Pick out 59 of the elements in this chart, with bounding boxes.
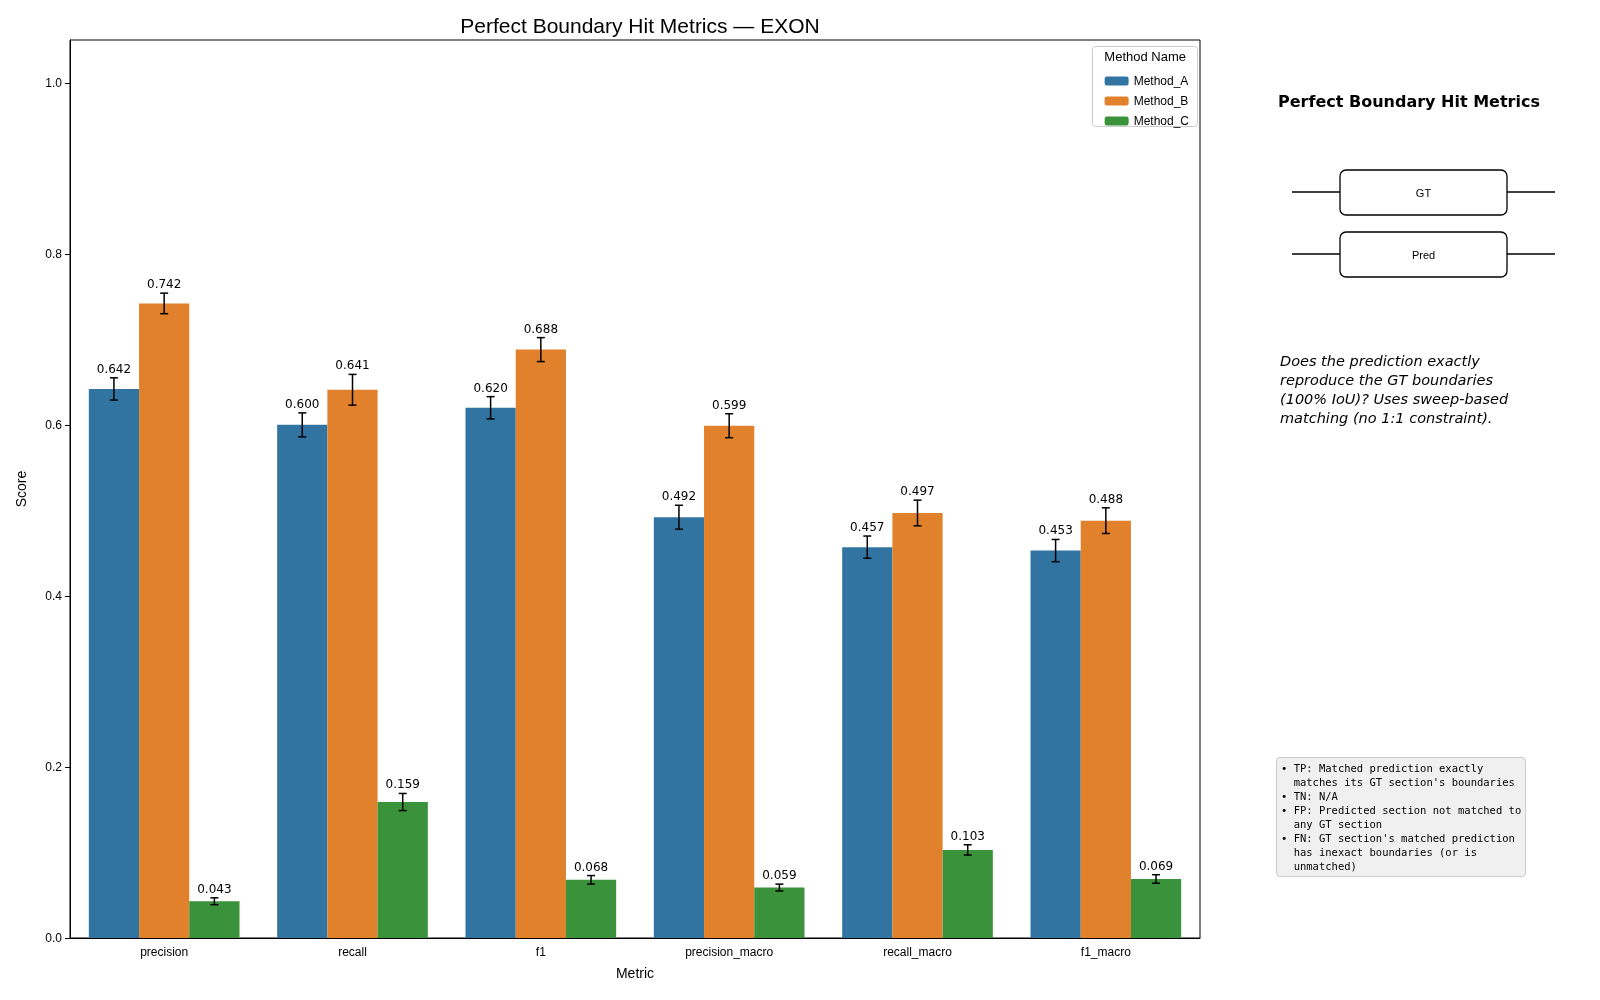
chart-title: Perfect Boundary Hit Metrics — EXON xyxy=(460,14,820,37)
data-label: 0.641 xyxy=(335,358,370,373)
y-tick-label: 0.2 xyxy=(45,759,63,774)
data-label: 0.497 xyxy=(900,484,935,499)
bar xyxy=(942,849,993,938)
bar xyxy=(1080,520,1131,938)
bar xyxy=(565,879,617,938)
data-label: 0.742 xyxy=(146,277,182,292)
text: Perfect Boundary Hit Metrics xyxy=(1278,92,1540,111)
data-label: 0.600 xyxy=(285,396,320,411)
bar xyxy=(704,425,755,938)
legend-title: Method Name xyxy=(1104,49,1187,64)
bar xyxy=(88,388,140,938)
bar xyxy=(327,389,378,938)
x-tick-label: precision_macro xyxy=(685,945,774,959)
legend-label: Method_B xyxy=(1133,94,1189,108)
bar xyxy=(277,424,328,938)
data-label: 0.599 xyxy=(711,397,747,412)
data-label: 0.688 xyxy=(523,321,559,336)
data-label: 0.059 xyxy=(762,868,797,883)
bar xyxy=(515,349,566,938)
bar xyxy=(189,901,240,938)
data-label: 0.043 xyxy=(197,881,232,896)
data-label: 0.488 xyxy=(1088,491,1124,506)
bar xyxy=(1030,550,1081,938)
boundary-diagram: GT Pred xyxy=(1290,168,1555,283)
data-label: 0.457 xyxy=(850,520,885,535)
data-label: 0.159 xyxy=(385,777,420,792)
x-axis-title: Metric xyxy=(615,965,655,981)
data-label: 0.620 xyxy=(473,380,508,395)
x-tick-label: precision xyxy=(140,945,189,959)
legend-label: Method_A xyxy=(1133,74,1189,88)
text: • TP: Matched prediction exactly matches its GT section's boundaries • TN: N/A • FP: Predicted section not matched to any GT section • FN: GT section's matched prediction has inexact boundaries (or is unmatched) xyxy=(1276,757,1527,877)
data-label: 0.453 xyxy=(1038,523,1073,538)
data-label: 0.069 xyxy=(1138,858,1174,873)
bar xyxy=(842,547,893,938)
y-axis-title: Score xyxy=(13,470,29,508)
x-tick-label: f1_macro xyxy=(1080,945,1132,959)
y-tick-label: 0.8 xyxy=(45,246,63,261)
bar xyxy=(653,517,705,938)
bar xyxy=(465,407,516,938)
bar xyxy=(377,802,428,938)
bar xyxy=(754,887,805,938)
y-tick-label: 1.0 xyxy=(45,75,63,90)
y-tick-label: 0.4 xyxy=(45,588,63,603)
x-tick-label: recall_macro xyxy=(883,945,953,959)
text: Does the prediction exactly reproduce the GT boundaries (100% IoU)? Uses sweep-based matching (no 1:1 constraint). xyxy=(1280,352,1509,428)
x-tick-label: f1 xyxy=(535,945,547,959)
y-tick-label: 0.6 xyxy=(45,417,63,432)
data-label: 0.492 xyxy=(661,489,697,504)
bar xyxy=(1130,878,1182,938)
legend-label: Method_C xyxy=(1133,114,1190,128)
data-label: 0.068 xyxy=(573,859,609,874)
x-tick-label: recall xyxy=(338,945,367,959)
y-tick-label: 0.0 xyxy=(45,931,63,945)
bar xyxy=(892,512,943,938)
data-label: 0.103 xyxy=(950,828,985,843)
bar xyxy=(139,303,190,938)
data-label: 0.642 xyxy=(96,361,132,376)
